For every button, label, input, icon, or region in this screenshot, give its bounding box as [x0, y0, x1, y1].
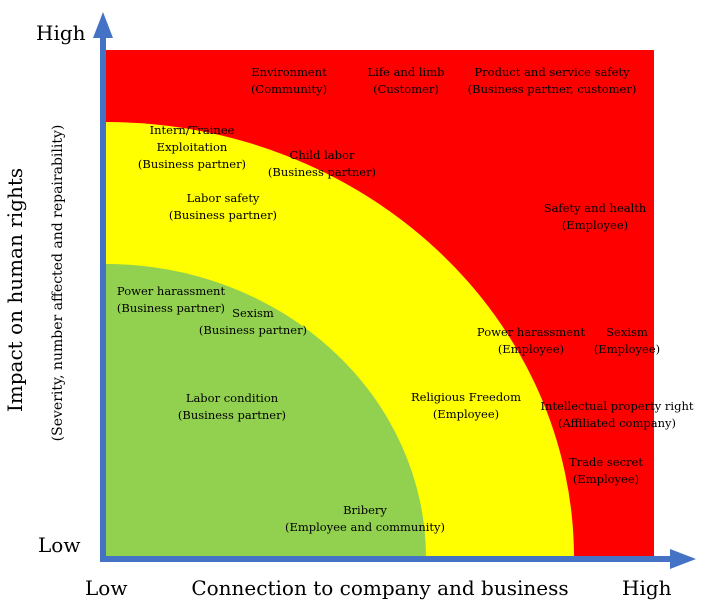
risk-item-bribery: Bribery (Employee and community) [285, 503, 445, 534]
risk-item-label: (Business partner) [117, 301, 225, 315]
risk-item-power-harassment-bp: Power harassment (Business partner) [117, 284, 226, 315]
x-axis [100, 549, 696, 569]
risk-item-product-safety: Product and service safety (Business part… [468, 65, 637, 96]
risk-item-sexism-emp: Sexism (Employee) [594, 325, 660, 356]
risk-item-label: (Business partner) [199, 323, 307, 337]
risk-item-label: Intellectual property right [541, 399, 694, 413]
risk-item-label: Power harassment [477, 325, 586, 339]
risk-item-label: (Customer) [373, 82, 439, 96]
risk-item-label: (Business partner) [169, 208, 277, 222]
risk-item-label: Bribery [343, 503, 387, 517]
risk-item-intern-trainee: Intern/Trainee Exploitation (Business part… [138, 123, 246, 171]
risk-item-label: Sexism [606, 325, 648, 339]
risk-item-child-labor: Child labor (Business partner) [268, 148, 376, 179]
risk-item-label: (Business partner) [138, 157, 246, 171]
y-axis-high-label: High [36, 21, 86, 45]
risk-item-label: (Employee) [562, 218, 628, 232]
risk-item-label: Labor condition [186, 391, 279, 405]
risk-item-sexism-bp: Sexism (Business partner) [199, 306, 307, 337]
risk-item-trade-secret: Trade secret (Employee) [569, 455, 643, 486]
y-axis-arrowhead [93, 12, 113, 38]
risk-item-label: (Employee) [433, 407, 499, 421]
risk-item-label: Environment [251, 65, 327, 79]
risk-item-label: (Community) [251, 82, 327, 96]
risk-item-label: Product and service safety [474, 65, 630, 79]
risk-item-labor-condition: Labor condition (Business partner) [178, 391, 286, 422]
risk-item-label: Exploitation [157, 140, 228, 154]
y-axis-low-label: Low [38, 533, 80, 557]
risk-item-label: Intern/Trainee [150, 123, 235, 137]
risk-item-label: Child labor [290, 148, 355, 162]
risk-item-label: (Employee) [498, 342, 564, 356]
risk-item-label: Labor safety [187, 191, 260, 205]
risk-item-labor-safety: Labor safety (Business partner) [169, 191, 277, 222]
low-risk-zone [106, 264, 426, 558]
risk-item-life-and-limb: Life and limb (Customer) [368, 65, 445, 96]
risk-item-label: (Affiliated company) [558, 416, 676, 430]
risk-item-label: (Employee and community) [285, 520, 445, 534]
risk-item-label: Sexism [232, 306, 274, 320]
x-axis-title: Connection to company and business [191, 576, 568, 600]
y-axis [93, 12, 113, 562]
risk-item-label: (Employee) [594, 342, 660, 356]
risk-item-power-harassment-emp: Power harassment (Employee) [477, 325, 586, 356]
risk-item-label: Religious Freedom [411, 390, 521, 404]
risk-item-label: Life and limb [368, 65, 445, 79]
risk-item-environment: Environment (Community) [251, 65, 327, 96]
risk-item-label: (Business partner) [178, 408, 286, 422]
risk-item-label: (Business partner, customer) [468, 82, 637, 96]
risk-item-label: (Business partner) [268, 165, 376, 179]
y-axis-title: Impact on human rights [3, 168, 27, 412]
x-axis-high-label: High [622, 576, 672, 600]
y-axis-subtitle: (Severity, number affected and repairabi… [50, 125, 66, 442]
x-axis-low-label: Low [85, 576, 127, 600]
risk-item-safety-health: Safety and health (Employee) [544, 201, 647, 232]
risk-item-religious-freedom: Religious Freedom (Employee) [411, 390, 521, 421]
x-axis-arrowhead [670, 549, 696, 569]
risk-item-intellectual-property: Intellectual property right (Affiliated c… [541, 399, 694, 430]
risk-item-label: (Employee) [573, 472, 639, 486]
risk-item-label: Trade secret [569, 455, 643, 469]
risk-item-label: Power harassment [117, 284, 226, 298]
risk-item-label: Safety and health [544, 201, 647, 215]
